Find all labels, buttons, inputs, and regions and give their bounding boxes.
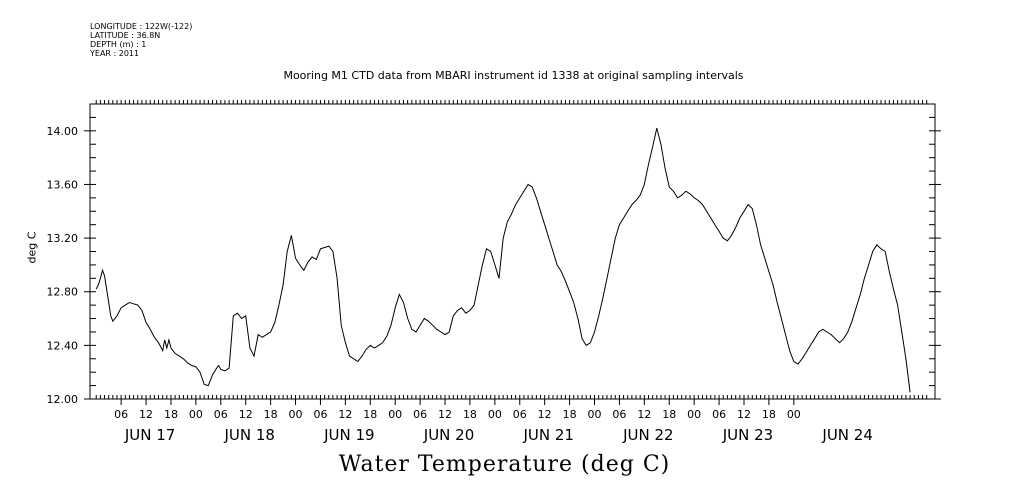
x-tick-label: 18 — [164, 408, 178, 421]
x-day-label: JUN 23 — [722, 426, 773, 444]
x-day-label: JUN 24 — [821, 426, 872, 444]
x-tick-label: 06 — [214, 408, 228, 421]
x-tick-label: 00 — [488, 408, 502, 421]
x-tick-label: 06 — [413, 408, 427, 421]
x-tick-label: 12 — [239, 408, 253, 421]
x-tick-label: 18 — [264, 408, 278, 421]
x-tick-label: 06 — [612, 408, 626, 421]
x-tick-label: 00 — [687, 408, 701, 421]
x-tick-label: 18 — [563, 408, 577, 421]
x-day-label: JUN 18 — [223, 426, 274, 444]
x-tick-label: 00 — [289, 408, 303, 421]
x-tick-label: 12 — [338, 408, 352, 421]
x-tick-label: 06 — [114, 408, 128, 421]
chart-title: Mooring M1 CTD data from MBARI instrumen… — [283, 69, 744, 82]
x-tick-label: 18 — [463, 408, 477, 421]
x-day-label: JUN 20 — [423, 426, 474, 444]
x-tick-label: 00 — [588, 408, 602, 421]
x-tick-label: 06 — [513, 408, 527, 421]
x-tick-label: 18 — [762, 408, 776, 421]
meta-depth: DEPTH (m) : 1 — [90, 40, 147, 49]
x-tick-label: 12 — [737, 408, 751, 421]
y-tick-label: 13.20 — [47, 232, 79, 245]
meta-year: YEAR : 2011 — [90, 49, 140, 58]
y-tick-label: 13.60 — [47, 178, 79, 191]
meta-longitude: LONGITUDE : 122W(-122) — [90, 22, 193, 31]
x-day-label: JUN 19 — [323, 426, 374, 444]
y-axis-ticks: 12.00 12.40 12.80 13.20 13.60 14.00 — [47, 103, 941, 406]
x-axis-ticks: 06 12 18 00 06 12 18 00 06 12 18 00 06 12 18 00 06 12 18 00… — [95, 100, 928, 444]
plot-frame — [89, 103, 936, 400]
y-tick-label: 14.00 — [47, 125, 79, 138]
x-tick-label: 12 — [637, 408, 651, 421]
x-tick-label: 18 — [363, 408, 377, 421]
x-tick-label: 12 — [438, 408, 452, 421]
x-tick-label: 06 — [313, 408, 327, 421]
x-tick-label: 00 — [189, 408, 203, 421]
x-day-label: JUN 22 — [622, 426, 673, 444]
x-day-label: JUN 17 — [124, 426, 175, 444]
x-axis-caption: Water Temperature (deg C) — [338, 452, 671, 477]
x-tick-label: 12 — [139, 408, 153, 421]
x-tick-label: 00 — [787, 408, 801, 421]
x-tick-label: 06 — [712, 408, 726, 421]
x-tick-label: 00 — [388, 408, 402, 421]
y-tick-label: 12.40 — [47, 339, 79, 352]
y-tick-label: 12.80 — [47, 286, 79, 299]
y-tick-label: 12.00 — [47, 393, 79, 406]
x-tick-label: 12 — [538, 408, 552, 421]
meta-latitude: LATITUDE : 36.8N — [90, 31, 161, 40]
series-line — [95, 127, 911, 393]
x-day-label: JUN 21 — [522, 426, 573, 444]
x-tick-label: 18 — [662, 408, 676, 421]
